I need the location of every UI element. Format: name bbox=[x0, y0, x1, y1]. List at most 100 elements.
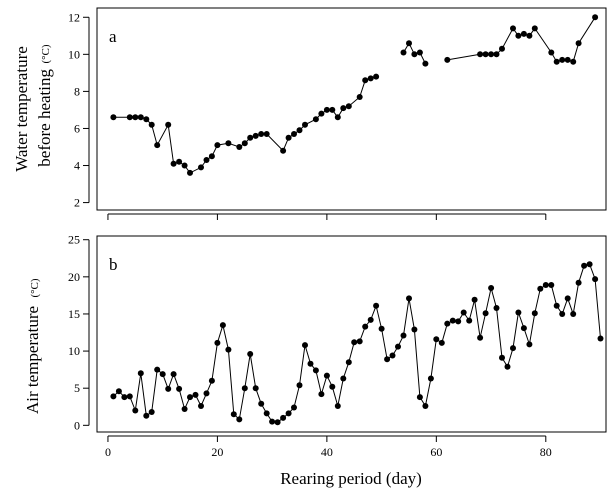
panel-a-data-point bbox=[329, 106, 336, 113]
panel-a-ylabel-unit: (°C) bbox=[40, 44, 52, 63]
panel-b-data-point bbox=[115, 388, 122, 395]
panel-b-data-point bbox=[395, 343, 401, 350]
panel-b-data-point bbox=[378, 325, 385, 332]
panel-a-data-point bbox=[187, 169, 193, 176]
panel-a-data-point bbox=[214, 142, 221, 149]
panel-b-data-point bbox=[504, 363, 511, 370]
panel-a-data-point bbox=[110, 114, 117, 121]
panel-a-data-point bbox=[225, 140, 232, 147]
panel-b-x-tick-label: 40 bbox=[321, 445, 333, 459]
panel-b-data-point bbox=[181, 406, 188, 412]
panel-b-data-point bbox=[323, 372, 330, 379]
panel-b-data-point bbox=[296, 382, 303, 389]
panel-a-data-point bbox=[170, 160, 177, 167]
panel-b-data-point bbox=[247, 351, 254, 357]
panel-a-data-point bbox=[526, 32, 533, 39]
panel-a-data-point bbox=[362, 77, 369, 84]
panel-b-data-point bbox=[477, 334, 484, 341]
panel-a-data-point bbox=[126, 114, 133, 121]
panel-b-data-point bbox=[389, 352, 396, 359]
panel-b-y-axis: 0 5 10 15 20 25 bbox=[68, 233, 90, 432]
panel-b-data-point bbox=[208, 377, 215, 384]
panel-a-data-point bbox=[411, 51, 418, 58]
panel-b-data-point bbox=[542, 282, 549, 288]
panel-a-y-tick-label: 6 bbox=[74, 121, 80, 135]
panel-b-data-point bbox=[192, 391, 199, 398]
panel-b-data-point bbox=[367, 316, 374, 323]
panel-a-data-point bbox=[154, 142, 161, 149]
panel-b-data-point bbox=[433, 336, 440, 343]
panel-b-y-tick-label: 20 bbox=[68, 270, 80, 284]
panel-b-x-tick-label: 60 bbox=[430, 445, 442, 459]
panel-a-data-point bbox=[302, 121, 308, 128]
panel-b-frame bbox=[96, 235, 607, 433]
panel-a-data-point bbox=[373, 73, 380, 80]
panel-b-data-point bbox=[236, 416, 243, 423]
panel-a-data-point bbox=[575, 40, 582, 47]
panel-b-data-point bbox=[302, 342, 308, 349]
panel-b-data-point bbox=[384, 356, 391, 363]
panel-a-data-point bbox=[422, 60, 429, 67]
panel-b-data-point bbox=[230, 411, 237, 418]
panel-a-data-point bbox=[444, 56, 451, 63]
panel-a-data-point bbox=[252, 132, 259, 139]
panel-a-data-point bbox=[345, 103, 352, 110]
panel-b-y-tick-label: 0 bbox=[74, 418, 80, 432]
panel-a-data-point bbox=[148, 121, 155, 128]
panel-b-data-point bbox=[411, 326, 418, 333]
panel-b-data-point bbox=[312, 367, 319, 374]
panel-b-x-tick-label: 20 bbox=[211, 445, 223, 459]
panel-b-x-axis: 0 20 40 60 80 bbox=[105, 435, 552, 459]
panel-b-data-point bbox=[345, 359, 352, 366]
panel-b-data-point bbox=[165, 385, 172, 392]
panel-b-data-point bbox=[219, 322, 226, 329]
panel-b-data-point bbox=[553, 302, 560, 309]
panel-b-data-point bbox=[449, 317, 456, 324]
panel-b-data-point bbox=[444, 320, 451, 327]
panel-b-data-point bbox=[110, 393, 117, 400]
panel-b-y-tick-label: 10 bbox=[68, 344, 80, 358]
panel-a-data-point bbox=[318, 110, 325, 117]
panel-b-data-point bbox=[198, 403, 204, 409]
panel-b-x-tick-label: 0 bbox=[105, 445, 111, 459]
panel-b-y-tick-label: 5 bbox=[74, 381, 80, 395]
panel-b-data-point bbox=[291, 404, 297, 411]
panel-b-data-point bbox=[520, 325, 527, 332]
panel-a-data-point bbox=[548, 49, 555, 56]
panel-b-data-point bbox=[143, 412, 150, 419]
panel-b-data-point bbox=[258, 400, 265, 407]
panel-b-data-point bbox=[592, 276, 599, 283]
panel-a-data-point bbox=[499, 45, 505, 52]
panel-a-data-point bbox=[181, 162, 188, 169]
panel-b-data-point bbox=[280, 414, 287, 421]
panel-a-data-point bbox=[176, 158, 183, 165]
panel-a-y-axis: 2 4 6 8 10 12 bbox=[68, 10, 90, 210]
panel-a-data-point bbox=[592, 14, 599, 21]
panel-a-data-point bbox=[416, 49, 423, 56]
panel-b-data-point bbox=[241, 385, 248, 392]
panel-a-data-point bbox=[312, 116, 319, 123]
panel-a-ylabel-line2: before heating bbox=[35, 69, 54, 167]
panel-b-data-point bbox=[252, 385, 259, 392]
panel-b-data-point bbox=[329, 383, 336, 390]
panel-b-data-point bbox=[438, 339, 445, 346]
panel-a-data-point bbox=[291, 131, 297, 137]
panel-a-data-point bbox=[531, 25, 538, 32]
panel-b-data-point bbox=[307, 360, 314, 367]
panel-b-data-point bbox=[400, 332, 407, 339]
panel-b-data-point bbox=[356, 338, 363, 345]
panel-b-data-point bbox=[455, 318, 462, 325]
panel-b-data-point bbox=[586, 261, 593, 268]
panel-a-data-point bbox=[570, 58, 577, 65]
panel-a-y-tick-label: 8 bbox=[74, 84, 80, 98]
panel-a-y-tick-label: 2 bbox=[74, 196, 80, 210]
panel-a-data-point bbox=[296, 127, 303, 134]
panel-b-data-point bbox=[373, 302, 380, 309]
panel-a-data-point bbox=[132, 114, 139, 121]
panel-a-data-point bbox=[258, 131, 265, 137]
panel-b-data-point bbox=[340, 375, 347, 382]
panel-a-data-point bbox=[165, 121, 172, 128]
panel-a-data-point bbox=[198, 164, 204, 171]
panel-a-series bbox=[113, 17, 596, 174]
